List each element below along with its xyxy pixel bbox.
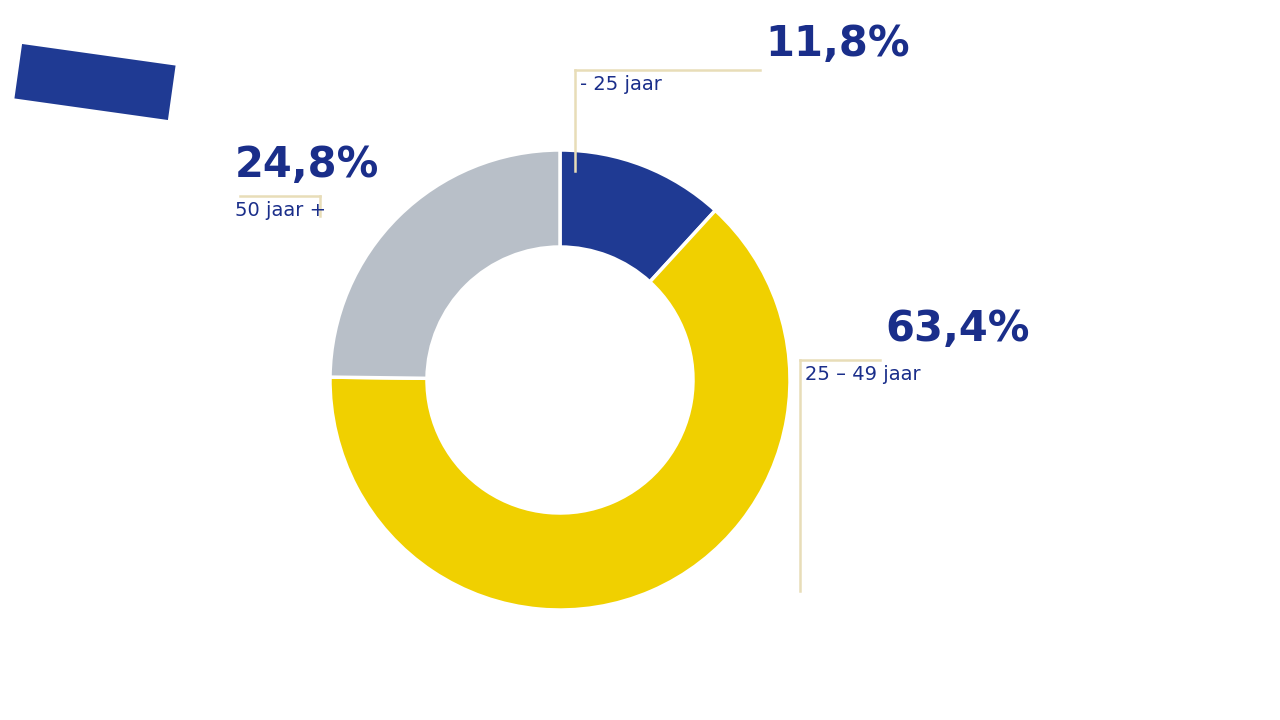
Wedge shape xyxy=(330,150,561,378)
Bar xyxy=(14,44,175,120)
Wedge shape xyxy=(561,150,716,282)
Text: 63,4%: 63,4% xyxy=(884,308,1029,350)
Wedge shape xyxy=(330,210,790,610)
Text: 24,8%: 24,8% xyxy=(236,144,379,186)
Text: - 25 jaar: - 25 jaar xyxy=(580,75,662,94)
Text: 50 jaar +: 50 jaar + xyxy=(236,202,326,220)
Text: 11,8%: 11,8% xyxy=(765,23,910,65)
Text: 25 – 49 jaar: 25 – 49 jaar xyxy=(805,365,920,384)
